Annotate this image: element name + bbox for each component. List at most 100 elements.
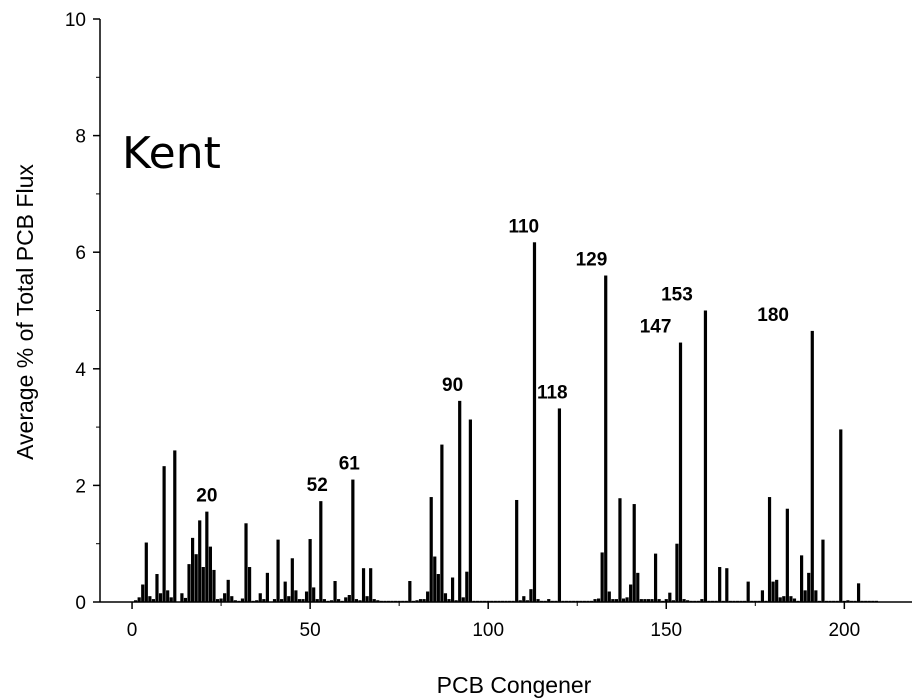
bar-congener-194 [821,539,825,602]
bar-congener-56 [329,600,334,602]
bar-congener-204 [856,583,861,602]
bar-congener-92 [458,400,462,602]
bar-congener-132 [600,552,604,602]
bar-congener-36 [258,593,262,602]
bar-congener-137 [618,498,622,602]
bar-congener-93 [461,597,465,602]
bar-congener-184 [785,508,789,602]
bar-congener-52 [315,599,319,602]
bar-congener-33 [247,567,252,602]
bar-congener-67 [369,568,373,602]
bar-congener-147 [653,553,658,602]
bar-congener-69 [376,600,380,602]
bar-congener-117 [547,599,551,602]
bar-congener-113 [532,242,537,603]
bar-congener-78 [408,581,412,602]
bar-congener-138 [621,598,626,602]
bar-congener-14 [180,593,184,602]
bar-congener-186 [792,598,797,602]
bar-congener-153 [675,543,679,602]
bar-congener-43 [283,581,287,602]
bar-congener-91 [454,600,458,602]
bar-congener-38 [265,572,269,602]
bar-congener-181 [775,579,779,602]
bar-congener-143 [639,599,643,602]
plot-background [100,19,912,602]
bar-congener-50 [308,539,312,602]
bar-congener-63 [354,599,359,602]
bar-congener-23 [212,569,216,602]
peak-label-118: 118 [537,382,568,403]
bar-congener-152 [671,600,675,602]
bar-congener-42 [280,599,284,602]
y-tick-label: 8 [75,127,86,148]
bar-congener-148 [657,599,661,602]
bar-congener-57 [333,581,337,602]
bar-congener-177 [760,590,765,602]
bar-congener-10 [166,590,170,602]
peak-label-20: 20 [196,486,217,507]
bar-congener-68 [372,599,376,602]
x-axis-title: PCB Congener [437,672,592,698]
y-tick-label: 0 [75,593,86,614]
bar-congener-189 [803,590,807,602]
bar-congener-191 [810,330,814,602]
bar-congener-1 [134,600,138,602]
bar-congener-25 [219,598,223,602]
bar-congener-146 [650,599,654,602]
bar-congener-142 [636,572,640,602]
bar-congener-47 [297,599,302,602]
bar-congener-156 [686,600,690,602]
bar-congener-90 [450,577,455,602]
bar-series [134,242,878,603]
bar-congener-60 [344,597,348,602]
bar-congener-88 [443,593,448,602]
bar-congener-190 [807,572,811,602]
bar-congener-16 [187,564,191,602]
bar-congener-37 [262,599,266,602]
bar-congener-94 [465,571,469,602]
bar-congener-108 [515,499,519,602]
bar-congener-20 [201,567,205,602]
bar-congener-17 [191,537,195,602]
bar-congener-87 [440,444,444,602]
bar-congener-81 [418,599,423,602]
y-tick-label: 4 [75,360,86,381]
bar-congener-182 [778,597,782,602]
x-tick-label: 50 [300,620,321,641]
x-tick-label: 200 [828,620,860,641]
bar-congener-48 [301,599,305,602]
bar-congener-24 [215,599,220,602]
bar-congener-139 [625,597,629,602]
bar-congener-65 [361,568,366,602]
y-tick-label: 2 [75,476,86,497]
y-tick-label: 10 [65,10,86,31]
bar-congener-32 [244,523,248,602]
bar-congener-54 [322,599,326,602]
bar-congener-66 [365,596,369,602]
bar-congener-45 [290,558,294,602]
bar-congener-89 [447,599,451,602]
bar-congener-40 [272,599,277,602]
bar-congener-112 [529,589,533,602]
bar-congener-95 [468,419,472,602]
bar-congener-6 [151,599,156,602]
bar-congener-82 [422,599,426,602]
bar-congener-161 [703,310,708,602]
bar-congener-133 [604,275,608,602]
x-tick-label: 100 [472,620,504,641]
bar-congener-53 [319,501,323,602]
bar-congener-86 [436,574,440,602]
bar-congener-41 [276,539,280,602]
bar-congener-144 [643,599,647,602]
peak-label-110: 110 [508,216,539,237]
bar-congener-8 [158,593,163,602]
peak-label-129: 129 [576,250,608,271]
bar-congener-134 [607,591,611,602]
bar-congener-61 [347,595,351,602]
bar-congener-4 [144,542,148,602]
bar-congener-192 [814,590,818,602]
bar-congener-46 [294,590,298,602]
bar-congener-110 [522,596,526,602]
bar-congener-49 [304,591,309,602]
